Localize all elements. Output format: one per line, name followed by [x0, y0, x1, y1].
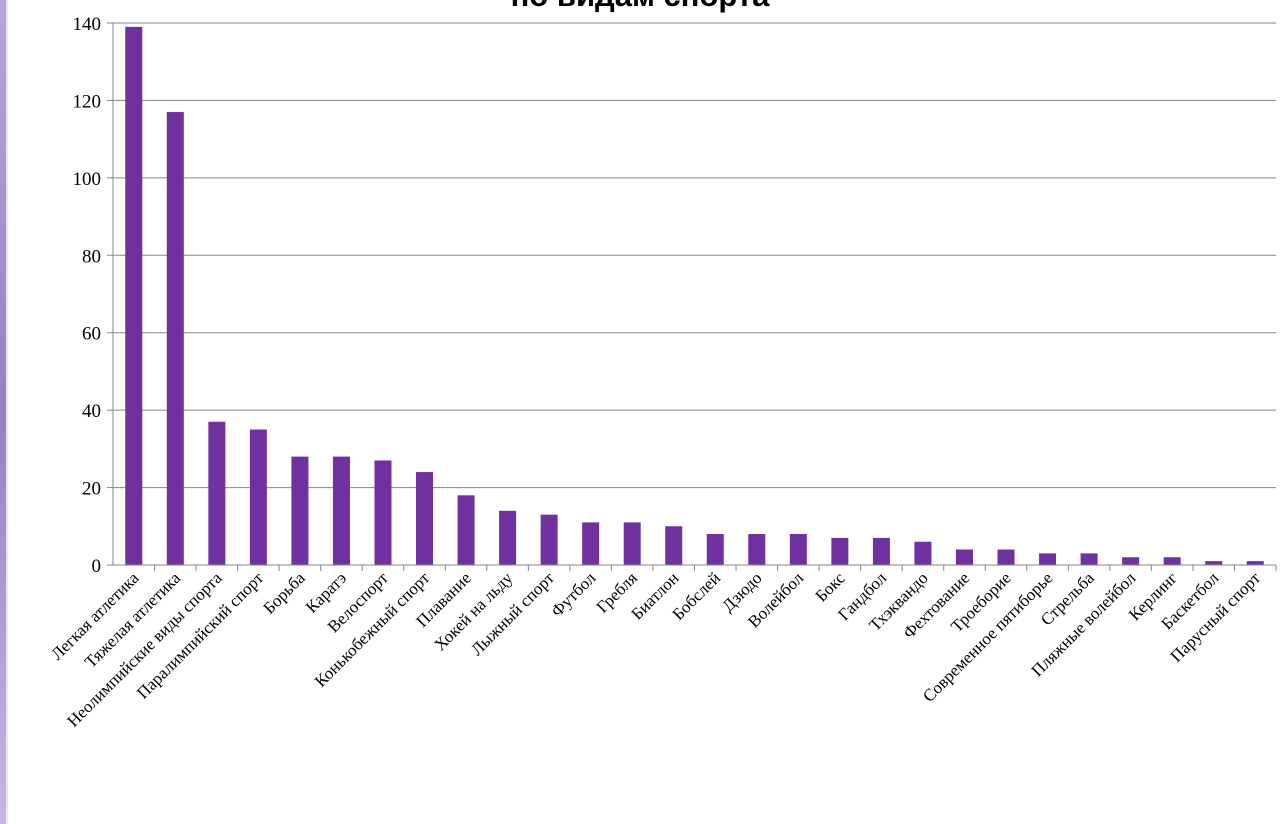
- y-tick-label: 100: [73, 169, 102, 190]
- y-tick-label: 140: [73, 14, 102, 35]
- bar: [540, 514, 558, 565]
- y-tick-label: 60: [82, 324, 101, 345]
- axes: [112, 23, 1277, 571]
- left-accent-line: [6, 0, 8, 824]
- bars: [125, 26, 1264, 566]
- gridlines: [113, 22, 1276, 489]
- bar: [914, 541, 932, 565]
- y-tick-label: 20: [82, 479, 101, 500]
- bar: [166, 112, 184, 566]
- bar: [831, 537, 849, 565]
- bar: [249, 429, 267, 565]
- bar: [955, 549, 973, 565]
- bar: [1080, 553, 1098, 565]
- bar: [789, 534, 807, 565]
- left-accent-bar: [0, 0, 6, 824]
- bar: [665, 526, 683, 565]
- x-category-label: Борьба: [259, 568, 309, 618]
- bar: [582, 522, 600, 565]
- y-tick-label: 120: [73, 91, 102, 112]
- bar: [997, 549, 1015, 565]
- bar: [623, 522, 641, 565]
- x-category-label: Неолимпийские виды спорта: [63, 568, 226, 731]
- bar: [457, 495, 475, 565]
- y-tick-label: 80: [82, 246, 101, 267]
- bar: [706, 534, 724, 565]
- bar: [208, 421, 226, 565]
- y-axis-ticks: 0 20 40 60 80 100 120 140: [73, 14, 113, 577]
- bar: [1205, 561, 1223, 565]
- bar: [291, 456, 309, 565]
- chart-title: по видам спорта: [0, 0, 1280, 14]
- bar: [872, 537, 890, 565]
- x-category-label: Футбол: [547, 568, 600, 621]
- x-category-label: Бокс: [811, 568, 849, 606]
- bar: [1246, 561, 1264, 565]
- bar: [748, 534, 766, 565]
- bar: [1122, 557, 1140, 565]
- bar: [374, 460, 392, 565]
- bar: [1163, 557, 1181, 565]
- bar: [416, 472, 434, 565]
- bar: [1039, 553, 1057, 565]
- bar: [125, 26, 143, 565]
- y-tick-label: 0: [92, 556, 102, 577]
- bar: [332, 456, 350, 565]
- y-tick-label: 40: [82, 401, 101, 422]
- bar: [499, 510, 517, 565]
